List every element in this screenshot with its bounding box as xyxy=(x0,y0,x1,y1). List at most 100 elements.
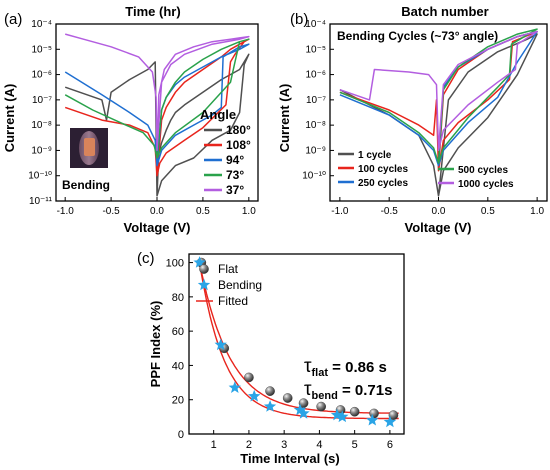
flat-point xyxy=(349,406,360,417)
x-tick-label: -0.5 xyxy=(381,206,399,217)
bending-point xyxy=(263,400,277,412)
y-tick-label: 0 xyxy=(178,429,184,441)
panel-b-label: (b) xyxy=(290,11,308,28)
legend-label: 73° xyxy=(226,168,244,182)
panel-c-plot-frame xyxy=(188,253,405,435)
panel-b-ylabel: Current (A) xyxy=(277,84,292,153)
y-tick-label: 10⁻⁴ xyxy=(31,19,52,30)
flat-point xyxy=(244,372,254,383)
y-tick-label: 10⁻⁷ xyxy=(32,95,52,106)
y-tick-label: 10⁻⁵ xyxy=(305,44,326,55)
x-tick-label: 4 xyxy=(316,439,322,451)
panel-c-xlabel: Time Interval (s) xyxy=(240,451,339,466)
y-tick-label: 20 xyxy=(172,395,184,407)
legend-flat-label: Flat xyxy=(218,262,239,276)
x-tick-label: -1.0 xyxy=(331,206,349,217)
x-tick-label: 0.0 xyxy=(432,206,446,217)
legend-label: 108° xyxy=(226,138,251,152)
bending-point xyxy=(297,406,310,419)
bending-point xyxy=(293,403,307,416)
panel-a-title: Time (hr) xyxy=(125,4,180,19)
y-tick-label: 10⁻⁵ xyxy=(31,44,52,55)
x-tick-label: 0.0 xyxy=(150,206,164,217)
legend-label: 250 cycles xyxy=(358,178,408,189)
y-tick-label: 10⁻¹⁰ xyxy=(28,171,52,182)
x-tick-label: 0.5 xyxy=(196,206,210,217)
y-tick-label: 10⁻¹⁰ xyxy=(302,171,326,182)
legend-label: 100 cycles xyxy=(358,164,408,175)
y-tick-label: 80 xyxy=(172,292,184,304)
y-tick-label: 10⁻⁷ xyxy=(306,95,326,106)
tau-bend-annotation: τbend = 0.71s xyxy=(304,379,392,402)
x-tick-label: -1.0 xyxy=(57,206,75,217)
x-tick-label: 0.5 xyxy=(481,206,495,217)
bending-point xyxy=(383,415,397,428)
bending-point xyxy=(193,256,206,268)
y-tick-label: 60 xyxy=(172,326,184,338)
panel-a-series-lines xyxy=(64,33,250,197)
tau-flat-annotation: τflat = 0.86 s xyxy=(304,356,387,379)
copper-film-shape xyxy=(84,138,95,156)
legend-label: 1000 cycles xyxy=(458,179,514,190)
legend-label: 37° xyxy=(226,183,244,197)
x-tick-label: 1 xyxy=(211,439,217,451)
panel-b-series-lines xyxy=(339,28,538,197)
panel-c-label: (c) xyxy=(137,250,155,267)
x-tick-label: 1.0 xyxy=(530,206,544,217)
panel-b-xlabel: Voltage (V) xyxy=(405,220,472,235)
flat-point xyxy=(369,408,379,419)
bending-photo-inset xyxy=(70,128,108,168)
x-tick-label: 6 xyxy=(387,439,393,451)
y-tick-label: 10⁻⁹ xyxy=(31,145,52,156)
flat-point xyxy=(282,393,293,403)
y-tick-label: 10⁻⁸ xyxy=(305,120,326,131)
series-line-2 xyxy=(64,43,250,167)
y-tick-label: 10⁻⁶ xyxy=(31,70,52,81)
series-line-0 xyxy=(64,53,250,197)
series-line-3 xyxy=(64,38,250,159)
legend-label: 1 cycle xyxy=(358,150,392,161)
series-line-4 xyxy=(339,30,538,152)
y-tick-label: 10⁻⁴ xyxy=(305,19,326,30)
fitted-curve-1 xyxy=(198,262,399,420)
panel-a: (a) Time (hr) -1.0 -0.5 0.0 0.5 1.0 10⁻¹¹ 10⁻¹… xyxy=(2,4,259,235)
x-tick-label: 2 xyxy=(246,439,252,451)
panel-b-tick-labels: -1.0 -0.5 0.0 0.5 1.0 10⁻¹⁰ 10⁻⁹ 10⁻⁸ 10⁻⁷ 10⁻⁶ 10… xyxy=(302,19,544,217)
bending-point xyxy=(336,410,349,423)
panel-a-plot-frame xyxy=(55,23,259,202)
panel-b: (b) Batch number -1.0 -0.5 0.0 0.5 1.0 10⁻¹⁰ 1… xyxy=(277,4,548,235)
legend-label: 94° xyxy=(226,153,244,167)
legend-bending-marker xyxy=(197,278,211,291)
bending-point xyxy=(214,338,227,351)
flat-point xyxy=(388,410,399,420)
bending-point xyxy=(248,389,261,402)
panel-a-tick-labels: -1.0 -0.5 0.0 0.5 1.0 10⁻¹¹ 10⁻¹⁰ 10⁻⁹ 10⁻⁸ 10⁻⁷ 1… xyxy=(28,19,256,217)
panel-b-subtitle: Bending Cycles (~73° angle) xyxy=(337,29,498,43)
panel-a-legend: 180°108°94°73°37° xyxy=(204,123,251,197)
bending-point xyxy=(366,413,379,426)
legend-label: 180° xyxy=(226,123,251,137)
legend-label: 500 cycles xyxy=(458,165,508,176)
flat-point xyxy=(265,386,275,396)
flat-point xyxy=(316,401,326,412)
y-tick-label: 10⁻⁶ xyxy=(305,70,326,81)
panel-a-xlabel: Voltage (V) xyxy=(124,220,191,235)
series-line-0 xyxy=(339,33,538,197)
legend-fitted-label: Fitted xyxy=(218,294,248,308)
legend-bending-label: Bending xyxy=(218,278,262,292)
panel-c-legend: Flat Bending Fitted xyxy=(196,262,262,308)
y-tick-label: 40 xyxy=(172,360,184,372)
panel-c-ylabel: PPF Index (%) xyxy=(148,301,163,388)
panel-c-data-points xyxy=(193,256,399,428)
y-tick-label: 10⁻¹¹ xyxy=(29,196,53,207)
y-tick-label: 10⁻⁸ xyxy=(31,120,52,131)
x-tick-label: 3 xyxy=(281,439,287,451)
x-tick-label: 5 xyxy=(352,439,358,451)
panel-b-title: Batch number xyxy=(401,4,488,19)
y-tick-label: 10⁻⁹ xyxy=(305,145,326,156)
bending-point xyxy=(330,408,344,421)
series-line-4 xyxy=(64,33,250,152)
